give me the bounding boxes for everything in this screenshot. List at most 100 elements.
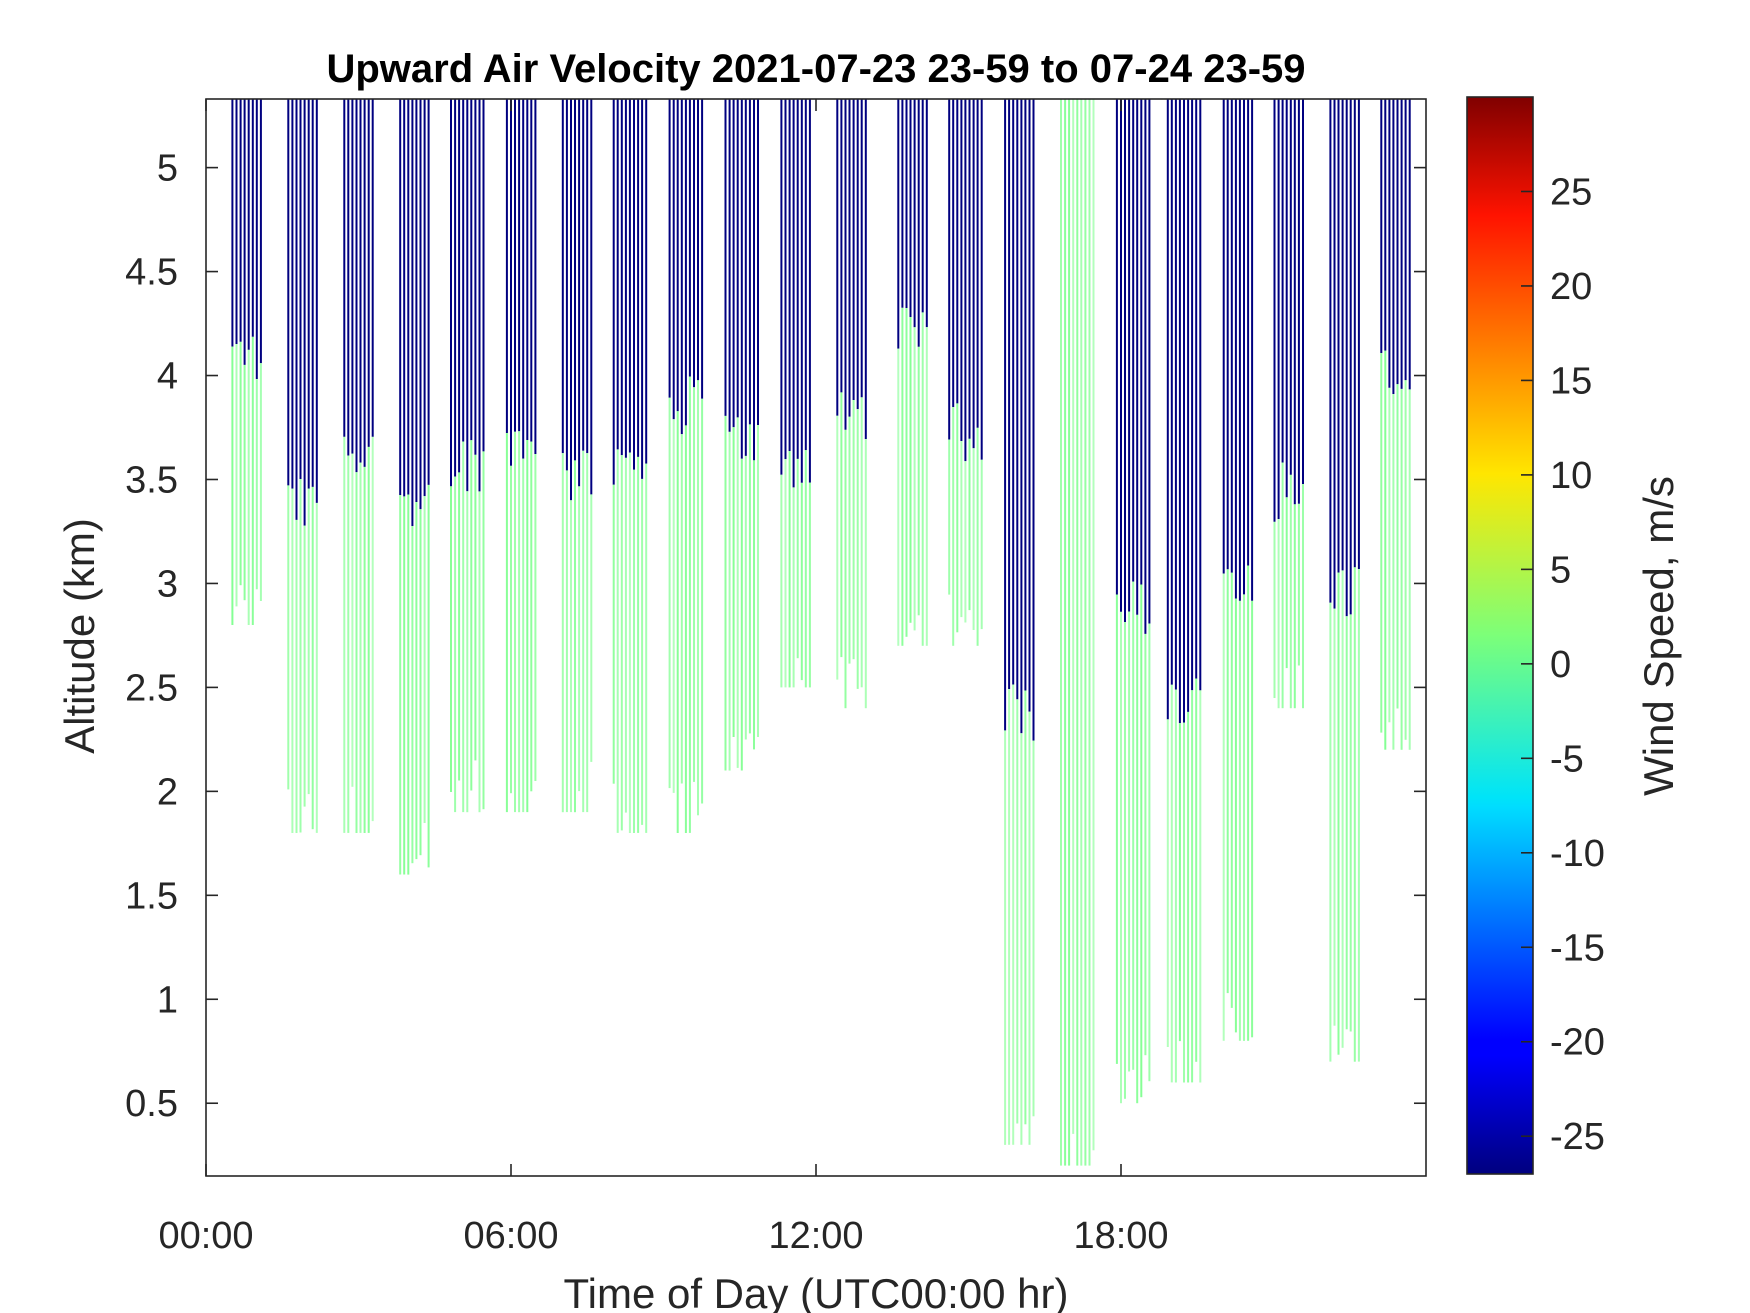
data-stripe-near-zero — [612, 484, 615, 784]
data-stripe-low — [1230, 99, 1233, 573]
data-stripe-low — [359, 99, 362, 463]
data-stripe-low — [534, 99, 537, 454]
data-stripe-low — [1238, 99, 1241, 601]
data-stripe-low — [419, 99, 422, 510]
data-stripe-near-zero — [565, 470, 568, 813]
data-stripe-near-zero — [343, 436, 346, 833]
data-stripe-low — [1024, 99, 1027, 691]
data-stripe-low — [1333, 99, 1336, 609]
data-stripe-low — [668, 99, 671, 398]
data-stripe-near-zero — [921, 312, 924, 646]
data-stripe-low — [917, 99, 920, 347]
data-block — [897, 99, 928, 646]
data-stripe-low — [1199, 99, 1202, 691]
data-stripe-low — [1012, 99, 1015, 685]
data-stripe-low — [864, 99, 867, 439]
data-stripe-low — [1341, 99, 1344, 571]
data-block — [724, 99, 759, 771]
data-stripe-near-zero — [371, 436, 374, 822]
data-stripe-low — [239, 99, 242, 342]
data-stripe-near-zero — [574, 460, 576, 813]
data-stripe-near-zero — [1349, 614, 1352, 1032]
data-stripe-near-zero — [351, 453, 354, 787]
data-stripe-low — [693, 99, 695, 388]
data-stripe-low — [1008, 99, 1011, 689]
data-stripe-near-zero — [534, 454, 537, 781]
data-stripe-near-zero — [1076, 99, 1079, 1166]
data-stripe-near-zero — [303, 525, 306, 807]
data-stripe-near-zero — [1004, 730, 1007, 1145]
data-stripe-near-zero — [860, 397, 863, 688]
colorbar-tick-label: -5 — [1550, 738, 1584, 780]
data-stripe-low — [399, 99, 402, 495]
data-stripe-near-zero — [505, 433, 508, 813]
data-stripe-near-zero — [474, 454, 477, 761]
data-stripe-near-zero — [1388, 387, 1391, 723]
colorbar-title: Wind Speed, m/s — [1635, 476, 1682, 796]
data-stripe-low — [407, 99, 410, 495]
data-stripe-low — [1195, 99, 1198, 679]
data-stripe-low — [482, 99, 485, 452]
x-tick-label: 18:00 — [1073, 1215, 1168, 1257]
data-stripe-near-zero — [1064, 99, 1067, 1166]
data-stripe-low — [1380, 99, 1383, 353]
data-stripe-near-zero — [836, 415, 839, 680]
data-stripe-near-zero — [243, 364, 246, 601]
data-stripe-low — [909, 99, 912, 317]
data-stripe-low — [744, 99, 747, 456]
data-stripe-low — [641, 99, 644, 479]
data-block — [1060, 99, 1095, 1166]
data-block — [561, 99, 593, 813]
data-stripe-low — [780, 99, 783, 475]
data-stripe-near-zero — [1144, 633, 1147, 1056]
data-stripe-near-zero — [231, 346, 234, 625]
data-stripe-low — [612, 99, 615, 485]
data-stripe-near-zero — [470, 440, 473, 791]
data-stripe-low — [307, 99, 310, 489]
data-stripe-low — [466, 99, 469, 492]
data-stripe-low — [478, 99, 481, 492]
data-stripe-low — [510, 99, 512, 466]
data-stripe-low — [952, 99, 955, 407]
colorbar-tick-label: -15 — [1550, 927, 1605, 969]
colorbar-tick-label: -25 — [1550, 1116, 1605, 1158]
data-stripe-near-zero — [423, 496, 426, 823]
x-tick-label: 00:00 — [158, 1215, 253, 1257]
data-stripe-near-zero — [697, 380, 699, 816]
data-stripe-near-zero — [399, 495, 402, 875]
x-axis-title: Time of Day (UTC00:00 hr) — [564, 1270, 1069, 1313]
data-stripe-low — [458, 99, 461, 473]
data-stripe-low — [251, 99, 254, 337]
data-stripe-low — [757, 99, 759, 425]
data-stripe-near-zero — [728, 431, 731, 771]
data-stripe-near-zero — [1174, 689, 1177, 1083]
data-stripe-near-zero — [1016, 699, 1019, 1124]
data-stripe-near-zero — [1136, 614, 1139, 1104]
data-stripe-near-zero — [1247, 565, 1250, 1041]
data-stripe-near-zero — [259, 363, 262, 601]
data-stripe-low — [514, 99, 516, 432]
data-stripe-low — [295, 99, 298, 520]
data-stripe-near-zero — [1345, 616, 1348, 1030]
data-stripe-near-zero — [561, 453, 564, 813]
data-stripe-near-zero — [864, 439, 867, 709]
data-block — [399, 99, 430, 875]
data-stripe-low — [624, 99, 627, 458]
data-stripe-near-zero — [641, 478, 644, 825]
data-stripe-low — [1166, 99, 1169, 720]
data-stripe-low — [784, 99, 787, 460]
data-stripe-near-zero — [1289, 474, 1292, 709]
data-stripe-low — [1170, 99, 1173, 685]
data-stripe-low — [740, 99, 743, 459]
data-stripe-low — [462, 99, 465, 442]
data-stripe-low — [1140, 99, 1143, 585]
data-stripe-low — [235, 99, 238, 344]
data-stripe-low — [347, 99, 350, 456]
data-stripe-near-zero — [1302, 484, 1304, 709]
data-stripe-low — [808, 99, 811, 483]
data-stripe-near-zero — [287, 485, 290, 790]
data-stripe-low — [1392, 99, 1395, 394]
data-block — [450, 99, 485, 813]
data-stripe-near-zero — [796, 458, 799, 659]
data-stripe-low — [1222, 99, 1225, 574]
